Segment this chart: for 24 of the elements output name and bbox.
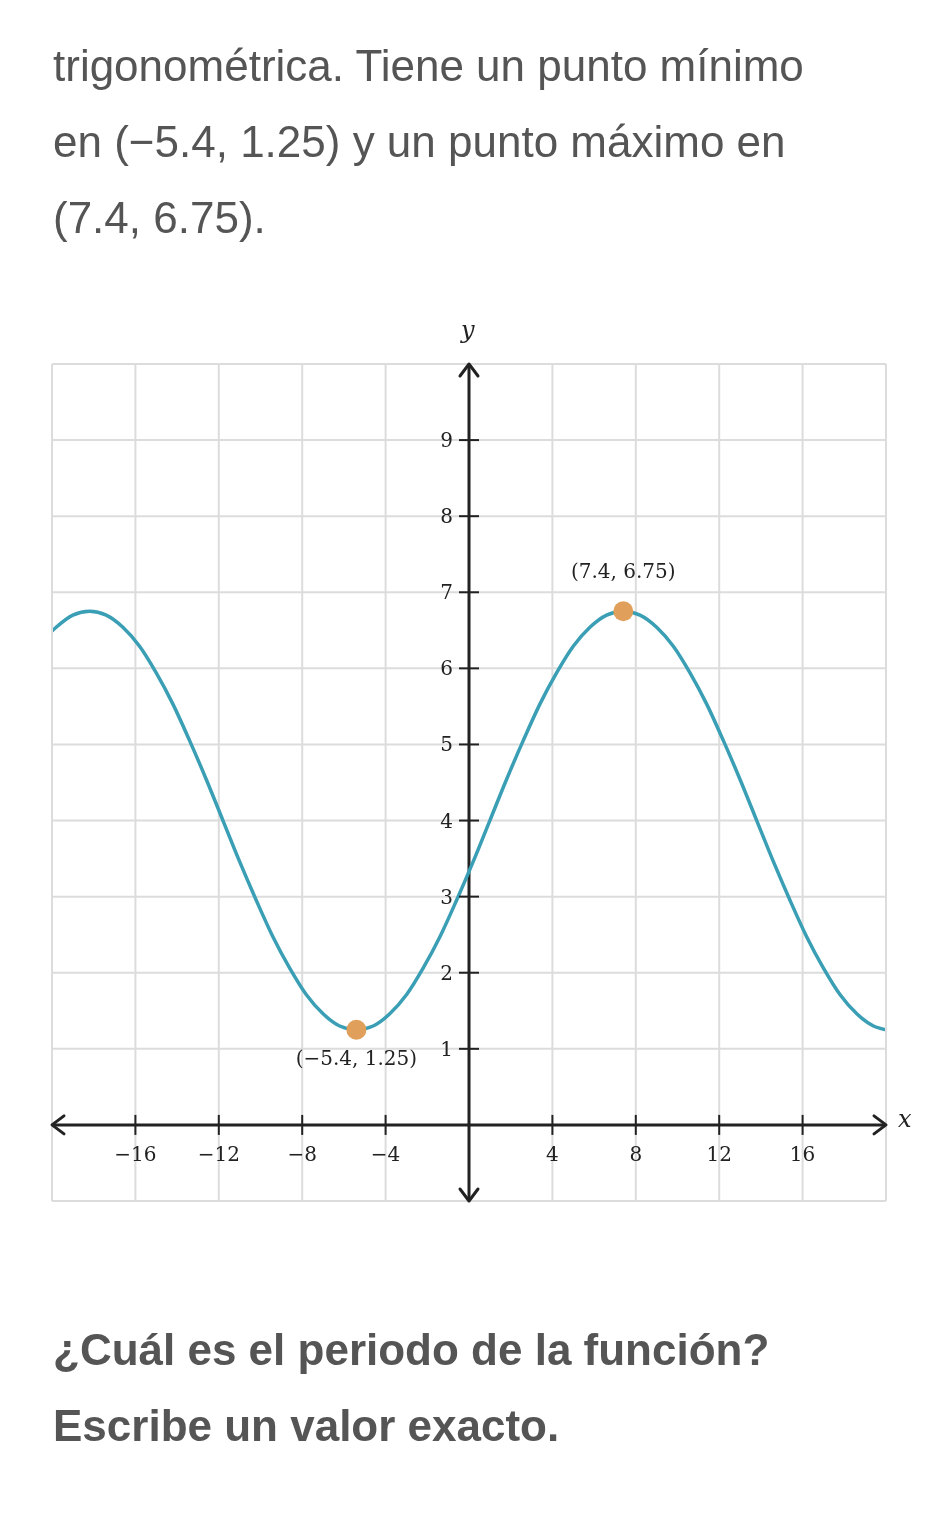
- x-tick-label: 12: [706, 1141, 732, 1166]
- x-tick-label: −16: [114, 1141, 157, 1166]
- y-tick-label: 9: [440, 428, 453, 453]
- annotation: (7.4, 6.75): [569, 559, 677, 584]
- x-tick-label: −12: [197, 1141, 240, 1166]
- y-tick-label: 5: [440, 732, 453, 757]
- y-tick-label: 8: [440, 504, 453, 529]
- y-tick-label: 6: [440, 656, 453, 681]
- x-tick-label: 16: [789, 1141, 816, 1166]
- annotation: (−5.4, 1.25): [295, 1045, 418, 1070]
- x-tick-label: 8: [629, 1141, 643, 1166]
- chart-title: trigonométrica. Tiene un punto mínimo en (−5.4, 1.25) y un punto máximo en (7.4, 6.75).: [52, 40, 805, 244]
- text: Escribe un valor exacto.: [52, 1400, 561, 1452]
- x-tick-label: −4: [370, 1141, 401, 1166]
- x-tick-label: −8: [287, 1141, 317, 1166]
- y-tick-label: 1: [440, 1036, 453, 1061]
- x-axis-title: x: [898, 1104, 912, 1133]
- text: ¿Cuál es el periodo de la función?: [52, 1324, 771, 1376]
- x-tick-label: 4: [546, 1141, 559, 1166]
- y-axis-title: y: [461, 316, 475, 344]
- y-tick-label: 2: [440, 960, 453, 985]
- y-tick-label: 4: [440, 808, 453, 833]
- y-tick-label: 7: [440, 580, 453, 605]
- y-tick-label: 3: [440, 884, 453, 909]
